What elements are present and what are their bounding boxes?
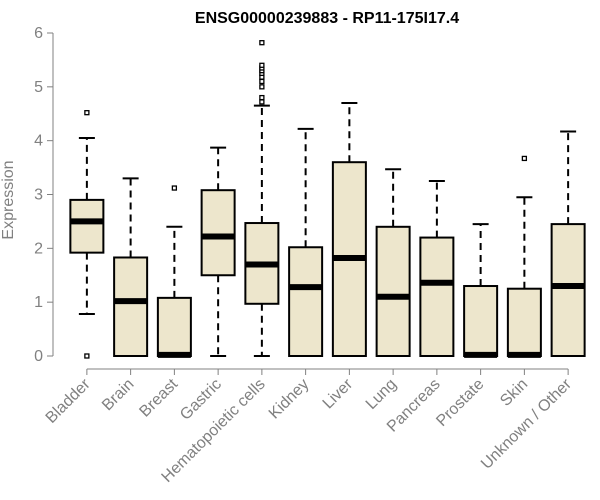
x-tick-label: Prostate — [433, 376, 487, 430]
box-breast — [156, 185, 192, 358]
outlier-point — [259, 40, 265, 46]
box-unknown-other — [550, 130, 586, 357]
box-prostate — [463, 223, 499, 358]
box-lung — [375, 168, 411, 357]
box-iqr — [69, 198, 105, 254]
box-iqr — [113, 256, 149, 357]
x-tick-label: Kidney — [266, 376, 313, 423]
box-pancreas — [419, 180, 455, 357]
box-gastric — [200, 146, 236, 357]
outlier-point — [259, 99, 265, 105]
box-liver — [331, 101, 367, 357]
outlier-point — [521, 155, 528, 162]
box-hematopoietic-cells — [244, 40, 280, 357]
boxes-group — [69, 40, 586, 359]
box-iqr — [288, 246, 324, 357]
outlier-point — [259, 78, 265, 85]
box-iqr — [200, 189, 236, 277]
y-tick-label: 3 — [34, 187, 43, 204]
box-iqr — [463, 285, 499, 357]
box-iqr — [550, 223, 586, 357]
y-tick-label: 4 — [34, 133, 43, 150]
box-kidney — [288, 127, 324, 357]
outlier-point — [84, 110, 90, 116]
box-skin — [506, 155, 542, 358]
outlier-point — [84, 353, 90, 359]
x-tick-label: Bladder — [43, 375, 94, 426]
y-tick-label: 1 — [34, 294, 43, 311]
y-tick-label: 0 — [34, 348, 43, 365]
y-axis: 0 1 2 3 4 5 6 — [34, 25, 54, 365]
box-iqr — [375, 225, 411, 357]
x-tick-label: Skin — [497, 376, 531, 410]
x-tick-label: Brain — [99, 376, 137, 414]
box-iqr — [419, 236, 455, 357]
outlier-point — [259, 62, 265, 68]
x-tick-label: Breast — [136, 375, 181, 420]
x-tick-label: Liver — [320, 375, 357, 412]
x-tick-label: Lung — [363, 376, 400, 413]
y-tick-label: 6 — [34, 25, 43, 42]
outlier-point — [259, 94, 265, 101]
box-bladder — [69, 110, 105, 359]
y-tick-label: 5 — [34, 79, 43, 96]
chart-title: ENSG00000239883 - RP11-175I17.4 — [195, 10, 459, 27]
box-brain — [113, 177, 149, 357]
y-axis-label: Expression — [0, 160, 17, 239]
box-iqr — [156, 296, 192, 357]
y-tick-label: 2 — [34, 240, 43, 257]
outlier-point — [259, 84, 265, 90]
outlier-point — [171, 185, 178, 191]
box-iqr — [506, 287, 542, 358]
